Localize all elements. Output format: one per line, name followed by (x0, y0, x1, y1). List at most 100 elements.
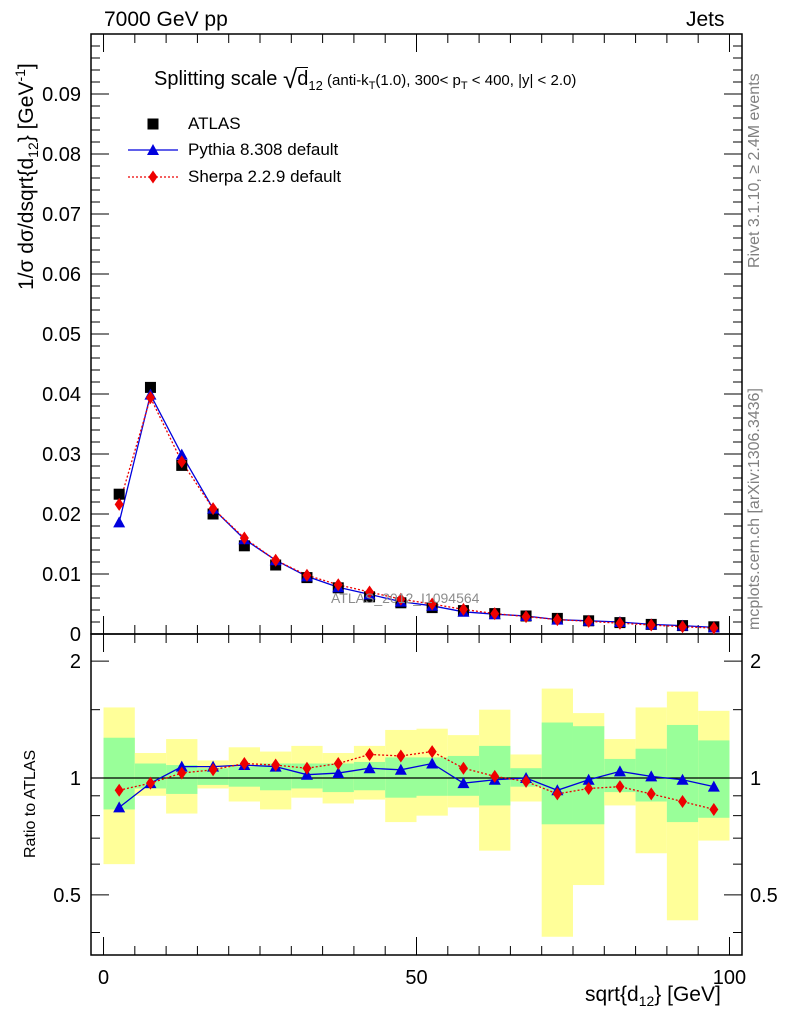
ratio-pythia-point (394, 763, 407, 775)
atlas-point (113, 488, 125, 500)
ratio-pythia-point (113, 801, 126, 813)
y-tick-label: 0.09 (42, 84, 81, 106)
y-tick-label: 0.04 (42, 384, 81, 406)
ratio-pythia-line (118, 762, 714, 808)
ratio-y-tick-label: 0.5 (53, 885, 81, 907)
ylabel-sub: 12 (25, 142, 42, 158)
y-tick-label: 0.06 (42, 264, 81, 286)
sherpa-point (208, 502, 218, 516)
ylabel-part-b: } [GeV (15, 81, 38, 143)
ratio-sherpa-point (396, 749, 406, 763)
title-cond-b: (1.0), 300< p (375, 72, 461, 89)
ratio-pythia-point (676, 773, 689, 785)
ylabel-sup: -1 (12, 69, 28, 82)
legend-entry-sherpa: Sherpa 2.2.9 default (188, 167, 342, 186)
title-cond-a-sub: T (368, 80, 376, 92)
ratio-pythia-point (426, 757, 439, 769)
ratio-uncertainty-bands (103, 688, 730, 937)
ratio-sherpa-point (271, 758, 281, 772)
x-axis-label: sqrt{d12} [GeV] (585, 983, 721, 1009)
inner-band-bin (228, 766, 261, 787)
ratio-sherpa-point (646, 787, 656, 801)
ratio-pythia-point (645, 770, 658, 782)
sherpa-point (177, 455, 187, 469)
ylabel-part-a: 1/σ dσ/dsqrt{d (15, 157, 38, 290)
title-cond-a: (anti-k (322, 72, 369, 89)
ratio-panel-axes: 0.5 0.5 1 1 2 2 0 50 100 (53, 633, 778, 989)
xlabel-part-b: } [GeV] (654, 983, 721, 1006)
ratio-sherpa-point (552, 787, 562, 801)
sherpa-point (427, 597, 437, 611)
y-tick-label: 0.01 (42, 564, 81, 586)
ratio-sherpa-line (119, 750, 714, 811)
pythia-point (175, 448, 188, 460)
ratio-pythia-point (363, 762, 376, 774)
ratio-sherpa-point (490, 769, 500, 783)
ratio-sherpa-point (615, 780, 625, 794)
ratio-sherpa-point (521, 774, 531, 788)
atlas-point (238, 540, 250, 552)
sherpa-point (114, 497, 124, 511)
ratio-sherpa-point (145, 776, 155, 790)
sherpa-point (271, 553, 281, 567)
legend-marker-pythia (147, 144, 159, 155)
main-y-axis-label: 1/σ dσ/dsqrt{d12} [GeV-1] (12, 63, 41, 290)
sherpa-point (521, 610, 531, 624)
analysis-watermark: ATLAS_2012_I1094564 (331, 590, 480, 606)
x-tick-label: 50 (405, 967, 427, 989)
title-var-sub: 12 (308, 78, 323, 93)
sherpa-point (646, 618, 656, 632)
legend-marker-atlas (147, 118, 159, 130)
ratio-panel-series (113, 745, 720, 816)
beam-label: 7000 GeV pp (104, 8, 228, 31)
ratio-sherpa-point (208, 763, 218, 777)
legend-marker-sherpa (148, 170, 158, 184)
ratio-y-tick-label: 1 (70, 768, 81, 790)
ratio-sherpa-point (239, 757, 249, 771)
sherpa-point (302, 568, 312, 582)
mcplots-reference-label: mcplots.cern.ch [arXiv:1306.3436] (746, 388, 763, 630)
sherpa-point (145, 391, 155, 405)
pythia-point (113, 516, 126, 528)
sherpa-point (552, 613, 562, 627)
ratio-sherpa-point (709, 802, 719, 816)
ratio-sherpa-point (365, 747, 375, 761)
sherpa-point (239, 531, 249, 545)
ratio-pythia-point (175, 760, 188, 772)
sherpa-point (678, 620, 688, 634)
sherpa-point (365, 585, 375, 599)
plot-title: Splitting scale √d12 (anti-kT(1.0), 300<… (154, 64, 576, 95)
ratio-pythia-point (332, 767, 345, 779)
xlabel-sub: 12 (638, 993, 655, 1010)
sherpa-point (490, 607, 500, 621)
title-cond-c: < 400, |y| < 2.0) (467, 72, 577, 89)
ylabel-part-c: ] (15, 63, 38, 70)
ratio-sherpa-point (302, 761, 312, 775)
inner-band-bin (541, 722, 573, 825)
ratio-sherpa-point (427, 745, 437, 759)
x-tick-label: 100 (713, 967, 746, 989)
xlabel-part-a: sqrt{d (585, 983, 639, 1006)
y-tick-label: 0.03 (42, 444, 81, 466)
ratio-pythia-point (613, 765, 626, 777)
main-panel-series (113, 381, 720, 635)
title-main: Splitting scale (154, 68, 278, 90)
sherpa-point (458, 602, 468, 616)
y-tick-label: 0 (70, 624, 81, 646)
y-tick-label: 0.05 (42, 324, 81, 346)
ratio-pythia-point (582, 773, 595, 785)
atlas-point (144, 381, 156, 393)
y-tick-label: 0.08 (42, 144, 81, 166)
rivet-version-label: Rivet 3.1.10, ≥ 2.4M events (746, 73, 763, 268)
sherpa-point (396, 592, 406, 606)
title-cond-b-sub: T (460, 80, 468, 92)
sherpa-point (615, 616, 625, 630)
legend-entry-pythia: Pythia 8.308 default (188, 140, 339, 159)
ratio-sherpa-point (114, 783, 124, 797)
y-tick-label: 0.07 (42, 204, 81, 226)
inner-band-bin (197, 768, 229, 785)
ratio-sherpa-point (333, 757, 343, 771)
ratio-y-tick-label-right: 1 (750, 768, 761, 790)
x-tick-label: 0 (98, 967, 109, 989)
ratio-sherpa-point (177, 766, 187, 780)
